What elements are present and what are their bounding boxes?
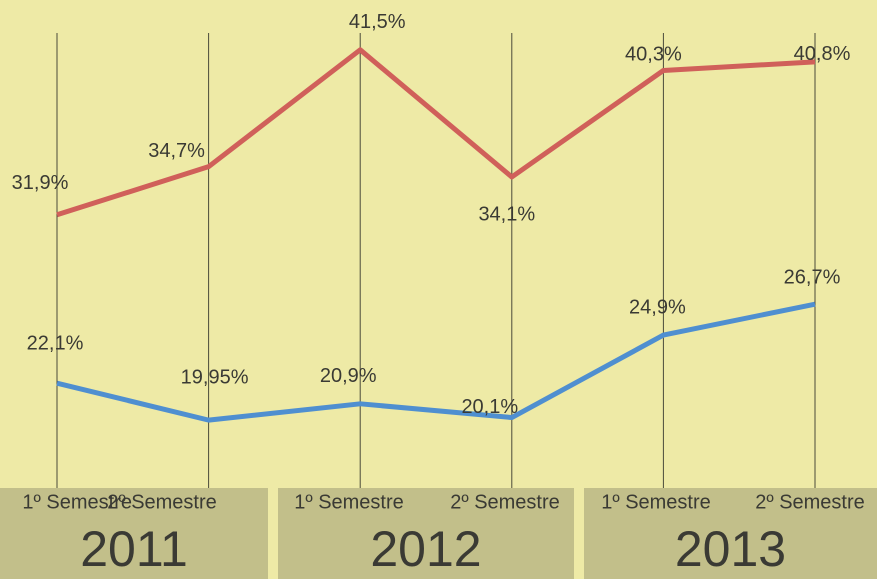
x-tick-label: 2º Semestre <box>450 491 560 513</box>
x-tick-label: 1º Semestre <box>294 491 404 513</box>
year-label: 2011 <box>80 521 188 577</box>
data-label: 34,7% <box>148 140 205 162</box>
year-label: 2013 <box>675 521 786 577</box>
data-label: 41,5% <box>349 11 406 33</box>
data-label: 19,95% <box>181 366 249 388</box>
data-label: 40,3% <box>625 44 682 66</box>
data-label: 20,9% <box>320 365 377 387</box>
x-tick-label: 1º Semestre <box>22 491 132 513</box>
data-label: 22,1% <box>27 332 84 354</box>
year-band <box>278 488 574 579</box>
series-line <box>56 301 816 423</box>
data-label: 40,8% <box>794 43 851 65</box>
data-label: 31,9% <box>12 172 69 194</box>
series-line <box>56 47 816 218</box>
data-label: 26,7% <box>784 266 841 288</box>
x-tick-label: 2º Semestre <box>107 491 217 513</box>
x-tick-label: 2º Semestre <box>755 491 865 513</box>
year-label: 2012 <box>370 521 481 577</box>
year-band <box>0 488 268 579</box>
x-tick-label: 1º Semestre <box>601 491 711 513</box>
data-label: 24,9% <box>629 296 686 318</box>
year-band <box>584 488 877 579</box>
data-label: 20,1% <box>461 396 518 418</box>
data-label: 34,1% <box>478 203 535 225</box>
